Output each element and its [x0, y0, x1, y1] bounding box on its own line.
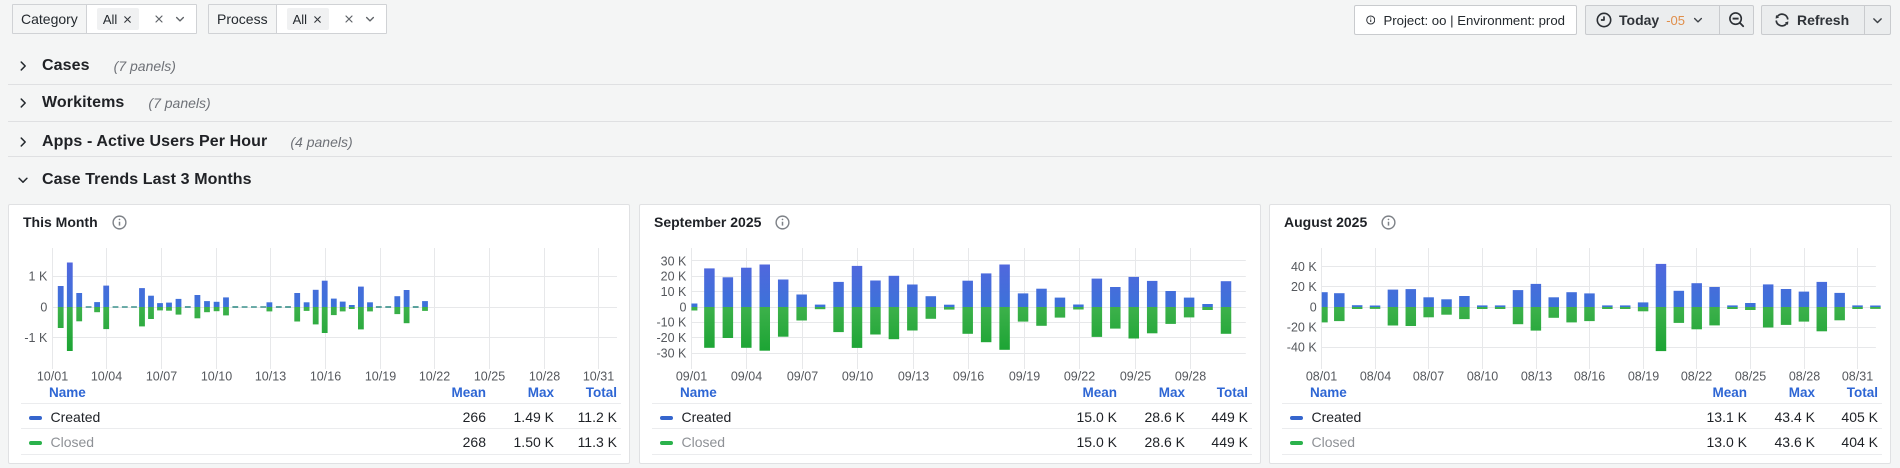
- svg-text:09/13: 09/13: [898, 370, 929, 384]
- svg-text:08/31: 08/31: [1842, 370, 1873, 384]
- svg-text:09/07: 09/07: [787, 370, 818, 384]
- svg-text:08/16: 08/16: [1574, 370, 1605, 384]
- svg-text:09/28: 09/28: [1175, 370, 1206, 384]
- svg-text:40 K: 40 K: [1291, 260, 1317, 274]
- svg-text:20 K: 20 K: [661, 270, 687, 284]
- svg-text:0: 0: [679, 300, 686, 314]
- svg-text:10/31: 10/31: [583, 370, 614, 384]
- svg-text:10/19: 10/19: [365, 370, 396, 384]
- svg-text:08/19: 08/19: [1628, 370, 1659, 384]
- svg-text:08/22: 08/22: [1681, 370, 1712, 384]
- svg-text:08/13: 08/13: [1521, 370, 1552, 384]
- svg-text:09/01: 09/01: [676, 370, 707, 384]
- svg-text:08/25: 08/25: [1735, 370, 1766, 384]
- svg-text:0: 0: [40, 300, 47, 314]
- svg-text:09/19: 09/19: [1009, 370, 1040, 384]
- svg-text:10/25: 10/25: [474, 370, 505, 384]
- svg-text:-20 K: -20 K: [1287, 320, 1318, 334]
- svg-text:-40 K: -40 K: [1287, 341, 1318, 355]
- svg-text:1 K: 1 K: [29, 270, 48, 284]
- svg-text:10/01: 10/01: [37, 370, 68, 384]
- svg-text:-30 K: -30 K: [657, 346, 688, 360]
- svg-text:09/04: 09/04: [731, 370, 762, 384]
- svg-text:10/22: 10/22: [419, 370, 450, 384]
- svg-text:10/16: 10/16: [310, 370, 341, 384]
- svg-text:10/07: 10/07: [146, 370, 177, 384]
- svg-text:-20 K: -20 K: [657, 331, 688, 345]
- svg-text:10 K: 10 K: [661, 285, 687, 299]
- svg-text:-10 K: -10 K: [657, 316, 688, 330]
- svg-text:0: 0: [1310, 300, 1317, 314]
- svg-text:30 K: 30 K: [661, 254, 687, 268]
- svg-text:08/07: 08/07: [1413, 370, 1444, 384]
- svg-text:-1 K: -1 K: [24, 331, 48, 345]
- svg-text:08/10: 08/10: [1467, 370, 1498, 384]
- svg-text:08/01: 08/01: [1306, 370, 1337, 384]
- svg-text:08/04: 08/04: [1360, 370, 1391, 384]
- svg-text:10/13: 10/13: [255, 370, 286, 384]
- svg-text:09/10: 09/10: [842, 370, 873, 384]
- svg-text:09/25: 09/25: [1120, 370, 1151, 384]
- svg-text:10/28: 10/28: [529, 370, 560, 384]
- svg-text:09/16: 09/16: [953, 370, 984, 384]
- svg-text:09/22: 09/22: [1064, 370, 1095, 384]
- svg-text:10/10: 10/10: [201, 370, 232, 384]
- svg-text:20 K: 20 K: [1291, 280, 1317, 294]
- svg-text:08/28: 08/28: [1789, 370, 1820, 384]
- svg-text:10/04: 10/04: [91, 370, 122, 384]
